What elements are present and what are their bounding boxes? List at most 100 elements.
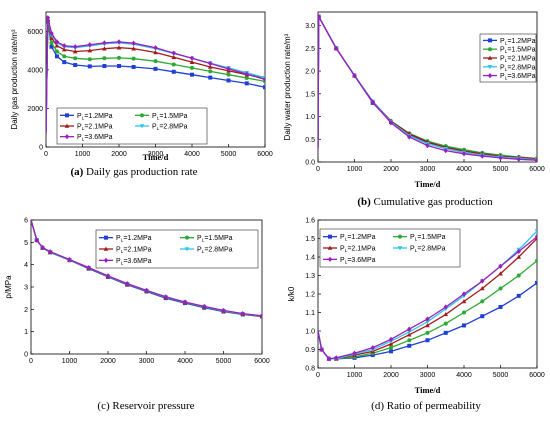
data-point (221, 307, 226, 314)
data-point (389, 349, 393, 354)
data-point (388, 336, 394, 342)
data-point (326, 356, 332, 362)
data-point (534, 234, 537, 240)
data-point (190, 65, 194, 70)
y-tick-label: 0.5 (305, 137, 315, 144)
x-tick-label: 2000 (383, 166, 399, 173)
y-tick-label: 1.5 (305, 236, 315, 243)
data-point (72, 49, 78, 54)
data-point (153, 50, 158, 55)
legend-label: PL=2.1MPa (116, 247, 152, 256)
data-point (54, 39, 60, 45)
data-point (87, 64, 92, 69)
data-point (171, 54, 177, 60)
data-point (153, 66, 158, 71)
x-axis-label: Time/d (415, 385, 441, 395)
legend-swatch-marker (104, 235, 108, 240)
legend-item: PL=1.2MPa (483, 38, 536, 46)
data-point (153, 59, 158, 64)
x-tick-label: 5000 (493, 372, 509, 379)
legend-label: PL=1.5MPa (500, 47, 536, 56)
data-point (87, 42, 92, 48)
x-tick-label: 6000 (529, 372, 545, 379)
x-tick-label: 0 (44, 151, 48, 158)
panel-caption: (a) Daily gas production rate (70, 166, 197, 178)
data-point (480, 314, 485, 319)
data-point (116, 45, 122, 50)
data-point (425, 319, 430, 325)
legend-swatch-marker (139, 124, 145, 129)
legend-item: PL=2.8MPa (180, 247, 233, 255)
data-point (352, 73, 357, 79)
data-point (462, 310, 466, 315)
data-point (498, 263, 503, 269)
data-point (262, 75, 265, 80)
data-point (262, 76, 265, 83)
legend-item: PL=1.5MPa (393, 234, 446, 243)
data-point (87, 57, 92, 62)
data-point (407, 338, 412, 343)
legend-swatch-marker (103, 246, 109, 251)
data-point (163, 294, 168, 300)
data-point (125, 281, 130, 287)
legend-swatch-marker (487, 55, 493, 60)
x-axis-label: Time/d (143, 152, 169, 162)
data-point (131, 64, 136, 69)
y-tick-label: 2.5 (305, 46, 315, 53)
data-point (443, 321, 448, 326)
data-point (171, 69, 176, 74)
y-tick-label: 1.6 (305, 218, 315, 225)
x-tick-label: 4000 (456, 372, 472, 379)
data-point (516, 293, 521, 298)
data-point (263, 85, 265, 90)
data-point (131, 56, 136, 61)
panel-caption: (b) Cumulative gas production (357, 196, 493, 208)
data-point (54, 54, 59, 59)
legend-swatch-marker (487, 65, 493, 70)
data-point (425, 316, 430, 322)
series-3.6MPa (318, 234, 537, 362)
legend-swatch-marker (184, 247, 190, 252)
data-point (117, 55, 121, 60)
data-point (407, 326, 412, 332)
y-tick-label: 1.2 (305, 292, 315, 299)
data-point (86, 264, 91, 271)
legend-item: PL=2.8MPa (483, 64, 536, 73)
legend-box (319, 228, 461, 268)
y-tick-label: 1.4 (305, 255, 315, 262)
y-tick-label: 3 (24, 285, 28, 292)
y-tick-label: 2 (24, 307, 28, 314)
legend-swatch-marker (487, 73, 493, 79)
x-tick-label: 6000 (254, 358, 270, 365)
legend-label: PL=2.1MPa (340, 246, 376, 255)
legend-swatch-marker (185, 235, 189, 240)
legend-swatch-marker (397, 246, 403, 251)
legend: PL=1.2MPa PL=1.5MPa PL=2.1MPa PL=2.8MPa PL=3… (56, 107, 208, 145)
legend-label: PL=3.6MPa (77, 134, 113, 143)
legend-box (56, 107, 208, 145)
x-tick-label: 2000 (100, 358, 116, 365)
data-point (461, 151, 467, 157)
legend-item: PL=1.5MPa (135, 113, 188, 121)
x-tick-label: 4000 (184, 151, 200, 158)
data-point (62, 60, 67, 65)
chart-panel-d: 0 1000 2000 3000 4000 5000 6000 0.8 0.9 1.0 1.1 1.2… (287, 218, 545, 413)
data-point (443, 304, 448, 310)
y-axis-label: Daily water production rate/m³ (283, 33, 292, 140)
x-tick-label: 0 (316, 166, 320, 173)
data-point (534, 236, 537, 241)
data-point (144, 287, 149, 293)
data-point (406, 330, 412, 335)
legend-swatch-marker (64, 134, 70, 140)
data-point (534, 157, 537, 162)
x-tick-label: 6000 (257, 151, 273, 158)
y-tick-label: 0 (39, 145, 43, 152)
data-point (259, 313, 262, 319)
legend-item: PL=1.5MPa (180, 235, 233, 244)
panel-caption: (c) Reservoir pressure (97, 400, 194, 412)
data-point (40, 244, 45, 251)
x-tick-label: 0 (316, 372, 320, 379)
data-point (48, 249, 53, 255)
data-point (388, 341, 394, 346)
data-point (131, 40, 136, 46)
